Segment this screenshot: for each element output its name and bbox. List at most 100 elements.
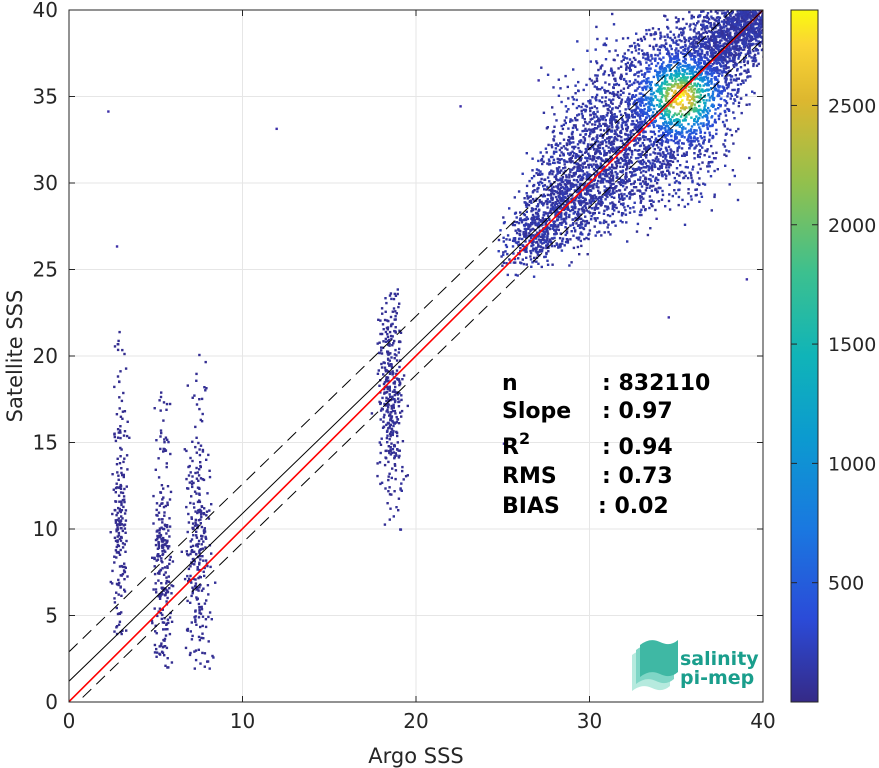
density-cell — [704, 104, 707, 107]
density-cell — [553, 113, 556, 116]
density-cell — [540, 250, 544, 253]
density-cell — [165, 524, 169, 527]
density-cell — [672, 96, 675, 100]
density-cell — [757, 22, 760, 26]
density-cell — [677, 43, 680, 46]
density-cell — [627, 49, 630, 52]
density-cell — [207, 517, 211, 520]
density-cell — [117, 431, 120, 434]
density-cell — [664, 120, 668, 123]
density-cell — [577, 238, 580, 241]
density-cell — [639, 199, 643, 203]
density-cell — [120, 467, 123, 470]
density-cell — [538, 183, 541, 186]
density-cell — [506, 252, 509, 256]
density-cell — [158, 399, 161, 402]
density-cell — [583, 139, 587, 142]
density-cell — [166, 628, 169, 631]
density-cell — [393, 400, 397, 404]
density-cell — [117, 623, 121, 626]
density-cell — [618, 200, 621, 203]
density-cell — [548, 172, 551, 176]
density-cell — [113, 432, 116, 435]
density-cell — [611, 12, 614, 16]
density-cell — [686, 176, 690, 180]
density-cell — [536, 253, 540, 256]
density-cell — [691, 181, 694, 184]
density-cell — [772, 26, 774, 28]
density-cell — [563, 244, 566, 247]
density-cell — [588, 121, 591, 124]
density-cell — [620, 73, 623, 76]
density-cell — [384, 456, 387, 459]
density-cell — [604, 96, 608, 99]
density-cell — [207, 453, 210, 457]
density-cell — [720, 55, 723, 58]
density-cell — [636, 137, 639, 140]
density-cell — [609, 155, 612, 158]
density-cell — [166, 547, 170, 550]
density-cell — [116, 526, 119, 529]
density-cell — [594, 48, 597, 51]
density-cell — [696, 119, 699, 123]
density-cell — [203, 602, 207, 605]
density-cell — [751, 6, 753, 8]
density-cell — [545, 228, 549, 231]
density-cell — [196, 511, 199, 515]
density-cell — [741, 48, 745, 51]
density-cell — [630, 153, 634, 156]
density-cell — [597, 179, 600, 183]
density-cell — [539, 250, 542, 253]
density-cell — [119, 425, 122, 428]
density-cell — [160, 391, 163, 394]
density-cell — [588, 199, 591, 202]
density-cell — [398, 347, 401, 351]
density-cell — [626, 98, 629, 102]
density-cell — [605, 124, 608, 127]
density-cell — [669, 105, 673, 108]
density-cell — [619, 65, 623, 68]
density-cell — [603, 129, 606, 132]
density-cell — [667, 113, 670, 116]
density-cell — [710, 77, 713, 81]
density-cell — [669, 129, 672, 132]
density-cell — [599, 141, 602, 144]
density-cell — [660, 126, 664, 129]
density-cell — [388, 363, 392, 367]
density-cell — [712, 69, 715, 72]
density-cell — [386, 387, 389, 391]
density-cell — [115, 530, 118, 533]
density-cell — [548, 240, 551, 243]
density-cell — [119, 415, 123, 418]
density-cell — [681, 84, 684, 88]
density-cell — [623, 156, 626, 159]
density-cell — [648, 138, 651, 141]
density-cell — [605, 153, 608, 156]
density-cell — [198, 398, 201, 401]
density-cell — [113, 601, 117, 604]
density-cell — [580, 221, 583, 224]
density-cell — [690, 72, 693, 75]
density-cell — [396, 434, 399, 438]
density-cell — [591, 82, 595, 85]
density-cell — [608, 193, 612, 197]
density-cell — [733, 17, 736, 21]
density-cell — [678, 72, 682, 75]
density-cell — [735, 44, 739, 47]
density-cell — [163, 514, 166, 517]
density-cell — [607, 168, 610, 171]
density-cell — [554, 211, 558, 214]
density-cell — [660, 87, 663, 90]
density-cell — [501, 264, 504, 267]
density-cell — [645, 156, 648, 159]
density-cell — [634, 157, 638, 160]
density-cell — [675, 113, 679, 117]
density-cell — [385, 436, 389, 440]
density-cell — [627, 113, 630, 117]
density-cell — [201, 615, 205, 618]
density-cell — [154, 543, 158, 547]
density-cell — [394, 315, 397, 318]
density-cell — [689, 128, 693, 131]
density-cell — [696, 88, 699, 91]
density-cell — [671, 57, 675, 60]
